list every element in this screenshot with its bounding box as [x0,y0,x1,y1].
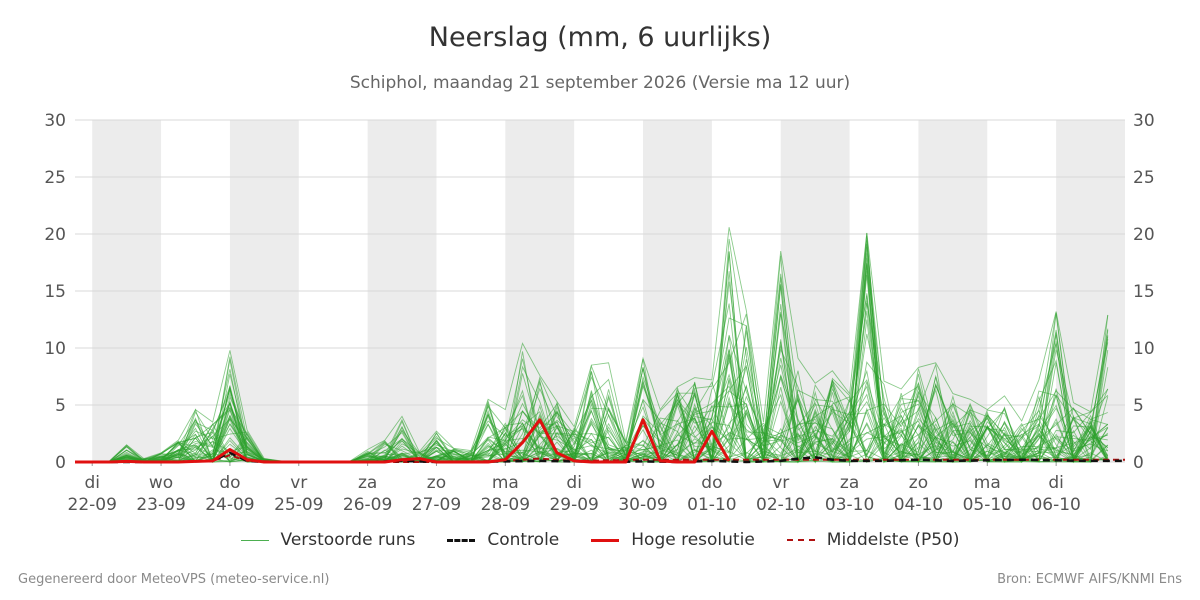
x-tick-day: do [219,473,240,493]
x-tick-date: 23-09 [136,495,185,515]
y-tick-label-right: 30 [1133,111,1155,131]
x-tick-day: do [701,473,722,493]
x-tick-date: 03-10 [825,495,874,515]
x-tick-day: vr [772,473,789,493]
x-tick-day: za [840,473,859,493]
x-tick-date: 24-09 [205,495,254,515]
y-tick-label-left: 10 [44,339,66,359]
legend-swatch-median [786,539,815,541]
ensemble-member-line [75,388,1109,464]
legend-item-hires: Hoge resolutie [591,530,755,550]
x-tick-date: 29-09 [549,495,598,515]
legend-label-hires: Hoge resolutie [631,530,755,550]
x-tick-date: 04-10 [894,495,943,515]
x-tick-day: vr [290,473,307,493]
series-line-middelste-p50 [75,454,1125,463]
x-tick-day: za [358,473,377,493]
y-tick-label-left: 0 [55,453,66,473]
y-tick-label-right: 10 [1133,339,1155,359]
y-axis-right: 0 5 10 15 20 25 30 [1133,111,1155,473]
x-tick-date: 28-09 [481,495,530,515]
x-tick-day: wo [149,473,173,493]
y-tick-label-left: 30 [44,111,66,131]
chart-subtitle: Schiphol, maandag 21 september 2026 (Ver… [349,73,851,93]
legend-label-median: Middelste (P50) [826,530,960,550]
y-tick-label-left: 25 [44,168,66,188]
legend-swatch-control [447,538,476,542]
x-tick-date: 06-10 [1031,495,1080,515]
legend-swatch-ensemble [240,539,269,541]
legend-item-median: Middelste (P50) [786,530,960,550]
y-tick-label-left: 20 [44,225,66,245]
x-tick-date: 25-09 [274,495,323,515]
y-tick-label-right: 5 [1133,396,1144,416]
x-tick-day: ma [974,473,1001,493]
x-tick-day: zo [427,473,446,493]
x-tick-day: di [566,473,582,493]
legend-swatch-hires [591,538,620,542]
legend-item-ensemble: Verstoorde runs [240,530,416,550]
x-tick-date: 02-10 [756,495,805,515]
legend-label-ensemble: Verstoorde runs [280,530,416,550]
y-tick-label-left: 5 [55,396,66,416]
x-tick-day: di [84,473,100,493]
ensemble-member-line [75,374,1109,464]
legend-item-control: Controle [447,530,559,550]
x-tick-date: 01-10 [687,495,736,515]
y-axis-left: 0 5 10 15 20 25 30 [44,111,66,473]
y-tick-label-right: 25 [1133,168,1155,188]
ensemble-member-line [75,232,1109,463]
y-tick-label-right: 15 [1133,282,1155,302]
legend-label-control: Controle [487,530,560,550]
legend: Verstoorde runs Controle Hoge resolutie … [0,530,1200,550]
footer-source: Bron: ECMWF AIFS/KNMI Ens [997,572,1182,587]
x-tick-date: 26-09 [343,495,392,515]
y-tick-label-right: 0 [1133,453,1144,473]
footer-generator: Gegenereerd door MeteoVPS (meteo-service… [18,572,330,587]
x-tick-date: 27-09 [412,495,461,515]
x-axis: di22-09wo23-09do24-09vr25-09za26-09zo27-… [68,462,1081,515]
x-tick-day: zo [909,473,928,493]
x-tick-day: di [1048,473,1064,493]
y-tick-label-left: 15 [44,282,66,302]
main-series-lines [75,418,1125,464]
x-tick-day: ma [492,473,519,493]
ensemble-member-line [75,263,1108,464]
series-line-hoge-resolutie [75,418,731,464]
chart-title: Neerslag (mm, 6 uurlijks) [428,22,772,53]
x-tick-date: 30-09 [618,495,667,515]
ensemble-member-line [75,258,1109,464]
y-tick-label-right: 20 [1133,225,1155,245]
x-tick-day: wo [631,473,655,493]
x-tick-date: 22-09 [68,495,117,515]
x-tick-date: 05-10 [963,495,1012,515]
